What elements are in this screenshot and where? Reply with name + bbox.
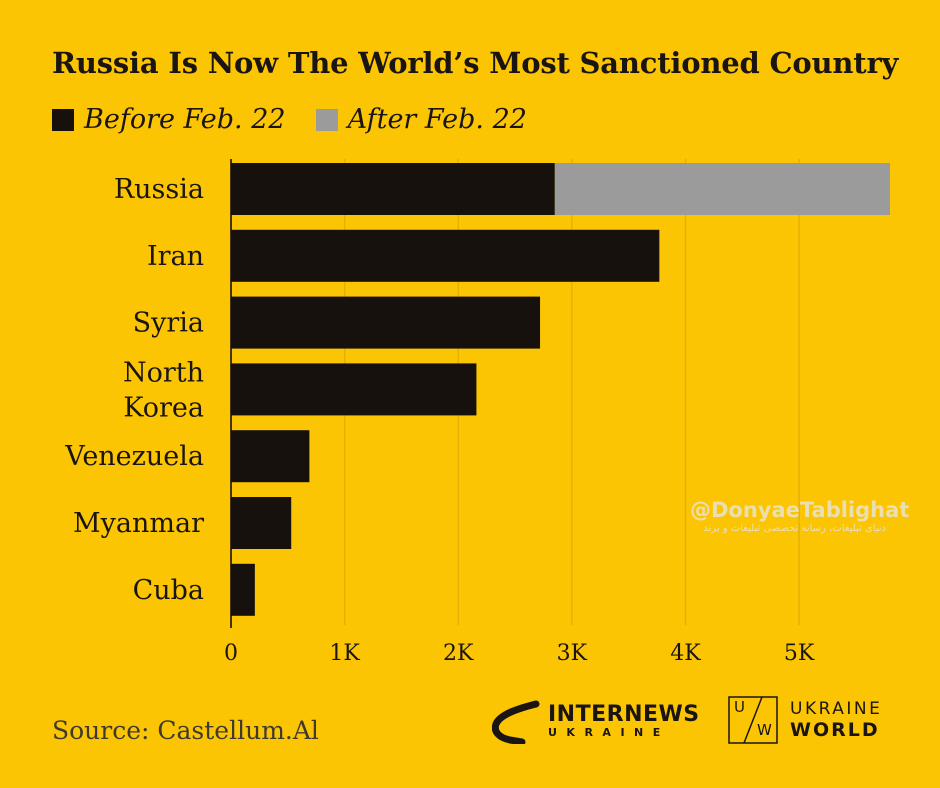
internews-swoosh-icon <box>492 700 540 744</box>
x-tick-label-0: 0 <box>224 641 238 666</box>
bar-iran-before-feb-22 <box>231 229 660 282</box>
chart-legend: Before Feb. 22 After Feb. 22 <box>52 104 557 135</box>
category-label-venezuela: Venezuela <box>64 441 204 472</box>
x-tick-label-3: 3K <box>557 641 588 666</box>
x-tick-label-5: 5K <box>784 641 815 666</box>
bar-russia-before-feb-22 <box>231 163 555 215</box>
watermark-handle: @DonyaeTablighat <box>690 498 910 522</box>
ukraine-world-logo: U W UKRAINE WORLD <box>728 696 882 744</box>
legend-swatch-before <box>52 108 74 131</box>
internews-ukraine-logo: INTERNEWS UKRAINE <box>492 700 700 744</box>
source-note: Source: Castellum.Al <box>52 716 319 745</box>
legend-item-before: Before Feb. 22 <box>52 104 286 135</box>
chart-title: Russia Is Now The World’s Most Sanctione… <box>52 46 899 80</box>
x-tick-label-2: 2K <box>443 641 474 666</box>
uw-wordmark-line1: UKRAINE <box>790 699 883 719</box>
bar-venezuela-before-feb-22 <box>231 430 310 483</box>
uw-wordmark-line2: WORLD <box>790 719 880 741</box>
legend-label-before: Before Feb. 22 <box>84 104 286 135</box>
x-tick-label-4: 4K <box>670 641 701 666</box>
watermark: @DonyaeTablighat دنیای تبلیغات، رسانه تخ… <box>690 498 910 534</box>
bar-north-korea-before-feb-22 <box>231 363 477 416</box>
internews-subtitle: UKRAINE <box>548 726 670 739</box>
uw-monogram-u: U <box>734 698 745 716</box>
legend-item-after: After Feb. 22 <box>315 104 527 135</box>
category-label-north-korea: North Korea <box>123 357 204 423</box>
category-label-cuba: Cuba <box>133 575 204 606</box>
uw-monogram-icon: U W <box>728 696 778 744</box>
category-label-syria: Syria <box>133 308 204 339</box>
bar-syria-before-feb-22 <box>231 296 541 349</box>
legend-swatch-after <box>315 108 338 131</box>
category-label-russia: Russia <box>114 174 204 205</box>
bar-russia-after-feb-22 <box>554 163 890 215</box>
bar-cuba-before-feb-22 <box>231 563 255 616</box>
legend-label-after: After Feb. 22 <box>347 104 527 135</box>
bar-myanmar-before-feb-22 <box>231 497 292 549</box>
internews-wordmark: INTERNEWS <box>548 702 700 727</box>
category-label-iran: Iran <box>147 241 204 272</box>
category-label-myanmar: Myanmar <box>73 508 204 539</box>
x-tick-label-1: 1K <box>329 641 360 666</box>
watermark-subtitle: دنیای تبلیغات، رسانه تخصصی تبلیغات و برن… <box>703 523 886 534</box>
uw-monogram-w: W <box>757 721 772 739</box>
